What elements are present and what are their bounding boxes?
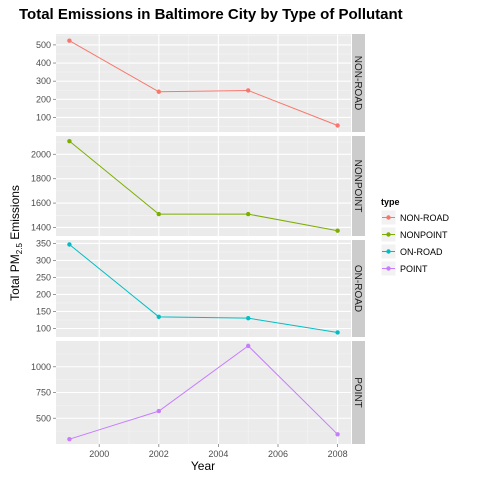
facet-strip-label: POINT (352, 377, 363, 408)
legend-label: ON-ROAD (400, 247, 443, 257)
data-point (335, 432, 340, 437)
chart-title: Total Emissions in Baltimore City by Typ… (19, 6, 403, 23)
legend-key-point (386, 232, 391, 237)
y-tick-label: 500 (36, 40, 51, 50)
y-axis-title-main: Total PM (8, 254, 22, 301)
panel-background (56, 136, 351, 236)
y-tick-label: 300 (36, 76, 51, 86)
y-tick-label: 200 (36, 289, 51, 299)
data-point (245, 88, 251, 93)
x-axis: 2000 2002 2004 2006 2008 (89, 444, 348, 459)
y-tick-label: 300 (36, 255, 51, 265)
facet-strip-label: ON-ROAD (352, 265, 363, 312)
x-tick-label: 2002 (149, 449, 169, 459)
data-point (156, 314, 162, 320)
legend: type NON-ROAD NONPOINT ON-ROAD POINT (380, 197, 449, 277)
y-tick-label: 1600 (31, 198, 51, 208)
panel-background (56, 34, 351, 132)
y-axis-title: Total PM2.5 Emissions (8, 185, 24, 301)
legend-item-non-road: NON-ROAD (380, 209, 449, 226)
facet-strip (352, 34, 365, 132)
facet-point: 500 750 1000 POINT (31, 341, 365, 444)
x-tick-label: 2008 (328, 449, 348, 459)
facet-strip (352, 136, 365, 236)
y-tick-label: 400 (36, 58, 51, 68)
legend-key-point (386, 266, 391, 271)
legend-title: type (381, 197, 400, 207)
series-line-nonpoint (69, 140, 338, 232)
y-tick-label: 500 (36, 413, 51, 423)
data-point (67, 242, 72, 247)
data-point (67, 436, 72, 442)
y-tick-label: 100 (36, 112, 51, 122)
y-tick-label: 350 (36, 238, 51, 248)
y-tick-label: 1800 (31, 174, 51, 184)
data-point (245, 343, 251, 349)
data-point (156, 408, 162, 414)
y-tick-label: 250 (36, 272, 51, 282)
facet-strip (352, 341, 365, 444)
y-tick-label: 1400 (31, 222, 51, 232)
y-tick-label: 2000 (31, 149, 51, 159)
y-tick-label: 150 (36, 306, 51, 316)
data-point (156, 211, 162, 217)
facet-nonpoint: 1400 1600 1800 2000 NONPOINT (31, 136, 365, 236)
data-point (335, 330, 340, 335)
facet-panels: 100 200 300 400 500 NON-ROAD 1400 1600 1800 2000 N… (31, 34, 365, 444)
data-point (67, 38, 72, 43)
x-tick-label: 2006 (268, 449, 288, 459)
facet-strip (352, 240, 365, 337)
data-point (245, 211, 251, 217)
y-axis-title-subscript: 2.5 (15, 243, 24, 255)
y-tick-label: 750 (36, 388, 51, 398)
data-point (156, 89, 162, 94)
legend-item-on-road: ON-ROAD (380, 243, 443, 260)
data-point (335, 123, 340, 128)
series-line-non-road (69, 40, 338, 126)
legend-key-point (386, 215, 391, 220)
legend-key-point (386, 249, 391, 254)
legend-label: NONPOINT (400, 230, 448, 240)
x-tick-label: 2000 (89, 449, 109, 459)
legend-label: POINT (400, 264, 428, 274)
panel-background (56, 240, 351, 337)
y-tick-label: 1000 (31, 362, 51, 372)
legend-label: NON-ROAD (400, 213, 449, 223)
y-axis-title-suffix: Emissions (8, 185, 22, 243)
data-point (335, 228, 340, 233)
facet-non-road: 100 200 300 400 500 NON-ROAD (36, 34, 365, 132)
y-tick-label: 200 (36, 94, 51, 104)
legend-item-point: POINT (380, 260, 428, 277)
data-point (245, 315, 251, 321)
series-line-on-road (69, 244, 338, 333)
x-tick-label: 2004 (208, 449, 228, 459)
data-point (67, 138, 72, 144)
x-axis-title: Year (191, 459, 215, 473)
facet-on-road: 100 150 200 250 300 350 ON-ROAD (36, 238, 365, 337)
facet-strip-label: NONPOINT (352, 160, 363, 213)
series-line-point (69, 345, 338, 440)
facet-strip-label: NON-ROAD (352, 56, 363, 110)
legend-item-nonpoint: NONPOINT (380, 226, 448, 243)
y-tick-label: 100 (36, 323, 51, 333)
